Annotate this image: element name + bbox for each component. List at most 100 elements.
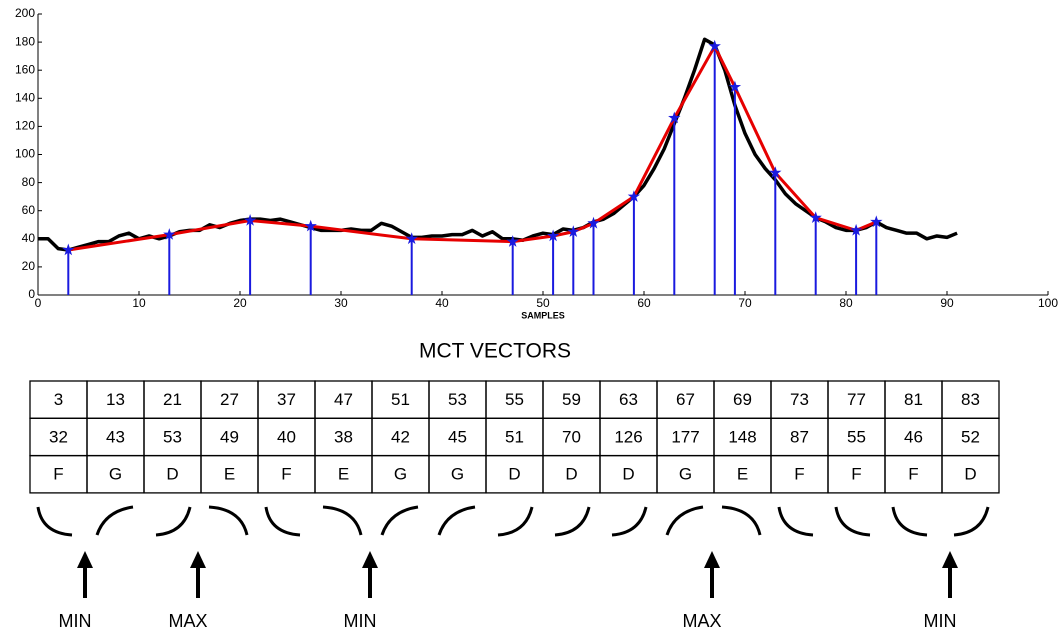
cell-text: F bbox=[53, 465, 63, 484]
shape-arc bbox=[665, 505, 704, 536]
star-marker bbox=[546, 229, 560, 242]
shape-arc bbox=[834, 506, 871, 537]
cell-text: 55 bbox=[847, 427, 866, 446]
cell-text: D bbox=[166, 465, 178, 484]
shape-arc bbox=[611, 506, 648, 537]
cell-text: 51 bbox=[505, 427, 524, 446]
cell-text: G bbox=[679, 465, 692, 484]
cell-text: 49 bbox=[220, 427, 239, 446]
cell-text: 70 bbox=[562, 427, 581, 446]
shape-arc bbox=[36, 506, 73, 537]
cell-text: D bbox=[964, 465, 976, 484]
cell-text: 53 bbox=[448, 390, 467, 409]
cell-text: 13 bbox=[106, 390, 125, 409]
y-tick-label: 80 bbox=[22, 175, 36, 189]
star-marker bbox=[769, 166, 782, 178]
y-tick-label: 60 bbox=[22, 203, 36, 217]
cell-text: 55 bbox=[505, 390, 524, 409]
shape-arc bbox=[264, 506, 301, 537]
star-marker bbox=[728, 80, 742, 93]
cell-text: 40 bbox=[277, 427, 296, 446]
star-marker bbox=[668, 111, 681, 124]
y-tick-label: 0 bbox=[28, 287, 35, 301]
cell-text: 59 bbox=[562, 390, 581, 409]
cell-text: F bbox=[908, 465, 918, 484]
cell-text: 73 bbox=[790, 390, 809, 409]
cell-text: F bbox=[281, 465, 291, 484]
star-marker bbox=[587, 216, 600, 229]
shape-arc bbox=[953, 506, 990, 537]
cell-text: 87 bbox=[790, 427, 809, 446]
x-tick-label: 70 bbox=[738, 296, 752, 310]
x-tick-label: 0 bbox=[35, 296, 42, 310]
star-marker bbox=[809, 211, 822, 223]
shape-arc bbox=[777, 506, 814, 537]
cell-text: 67 bbox=[676, 390, 695, 409]
star-marker bbox=[870, 215, 883, 228]
arrow-head bbox=[704, 551, 720, 568]
star-marker bbox=[243, 214, 257, 226]
shape-arc bbox=[497, 506, 534, 537]
arrow-head bbox=[942, 551, 958, 568]
x-tick-label: 30 bbox=[334, 296, 348, 310]
shape-arc bbox=[95, 505, 134, 536]
shape-arc bbox=[554, 506, 591, 537]
annotation: MIN bbox=[59, 611, 92, 631]
table-title: MCT VECTORS bbox=[419, 340, 571, 363]
star-marker bbox=[304, 219, 317, 232]
star-marker bbox=[163, 228, 176, 240]
x-tick-label: 50 bbox=[536, 296, 550, 310]
cell-text: 42 bbox=[391, 427, 410, 446]
y-tick-label: 200 bbox=[15, 6, 35, 20]
y-tick-label: 180 bbox=[15, 34, 35, 48]
annotation: MAX bbox=[168, 611, 207, 631]
y-tick-label: 20 bbox=[22, 259, 36, 273]
cell-text: 52 bbox=[961, 427, 980, 446]
star-marker bbox=[405, 232, 418, 245]
annotation: MIN bbox=[344, 611, 377, 631]
annotation: MIN bbox=[924, 611, 957, 631]
star-marker bbox=[627, 190, 641, 202]
x-axis-label: SAMPLES bbox=[521, 310, 565, 320]
cell-text: 32 bbox=[49, 427, 68, 446]
star-marker bbox=[62, 243, 75, 256]
shape-arc bbox=[721, 505, 762, 536]
x-tick-label: 90 bbox=[940, 296, 954, 310]
shape-arc bbox=[322, 505, 363, 536]
cell-text: 51 bbox=[391, 390, 410, 409]
annotation: MAX bbox=[682, 611, 721, 631]
arrow-head bbox=[77, 551, 93, 568]
cell-text: F bbox=[851, 465, 861, 484]
y-tick-label: 100 bbox=[15, 147, 35, 161]
cell-text: 53 bbox=[163, 427, 182, 446]
shape-arc bbox=[437, 505, 476, 536]
cell-text: 77 bbox=[847, 390, 866, 409]
cell-text: 126 bbox=[614, 427, 642, 446]
cell-text: 81 bbox=[904, 390, 923, 409]
x-tick-label: 10 bbox=[132, 296, 146, 310]
shape-arc bbox=[380, 505, 419, 536]
cell-text: D bbox=[622, 465, 634, 484]
arrow-head bbox=[362, 551, 378, 568]
cell-text: F bbox=[794, 465, 804, 484]
cell-text: 83 bbox=[961, 390, 980, 409]
star-marker bbox=[708, 39, 721, 52]
cell-text: 69 bbox=[733, 390, 752, 409]
x-tick-label: 60 bbox=[637, 296, 651, 310]
cell-text: 3 bbox=[54, 390, 63, 409]
star-marker bbox=[849, 223, 863, 236]
star-marker bbox=[506, 235, 519, 247]
cell-text: 27 bbox=[220, 390, 239, 409]
y-tick-label: 40 bbox=[22, 231, 36, 245]
cell-text: E bbox=[224, 465, 235, 484]
table-cell bbox=[941, 454, 1000, 494]
y-tick-label: 120 bbox=[15, 119, 35, 133]
cell-text: 148 bbox=[728, 427, 756, 446]
star-marker bbox=[567, 225, 580, 237]
cell-text: G bbox=[109, 465, 122, 484]
cell-text: D bbox=[565, 465, 577, 484]
cell-text: E bbox=[737, 465, 748, 484]
y-tick-label: 140 bbox=[15, 90, 35, 104]
y-tick-label: 160 bbox=[15, 62, 35, 76]
